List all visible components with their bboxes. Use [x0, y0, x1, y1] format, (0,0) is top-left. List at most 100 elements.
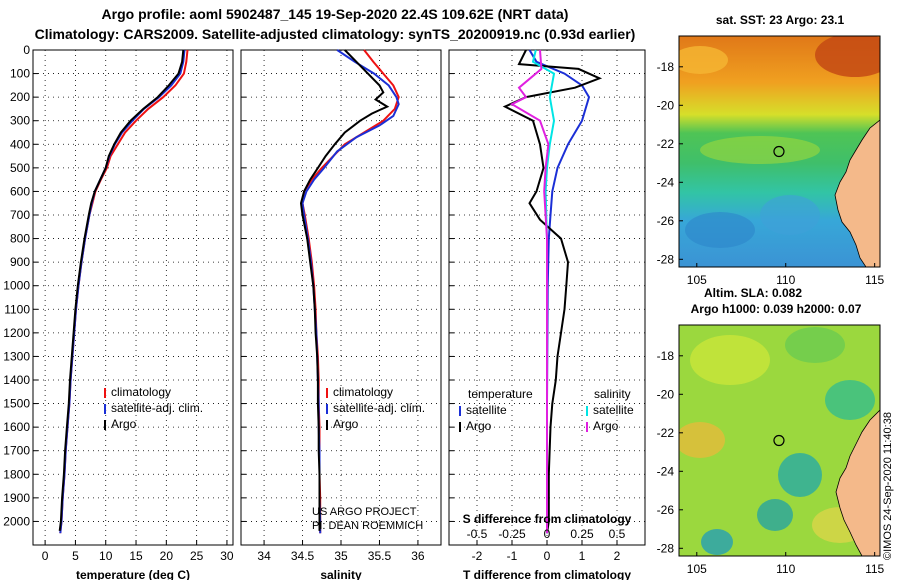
difference-xtick-label: -2 [472, 549, 483, 563]
depth-tick-label: 1600 [3, 420, 30, 434]
sst-ytick-label: -20 [657, 98, 675, 112]
sla-ytick-label: -28 [657, 541, 675, 555]
temperature-legend-label: satellite-adj. clim. [111, 401, 203, 415]
sst-cool-patch [685, 212, 755, 248]
sla-map-subtitle: Argo h1000: 0.039 h2000: 0.07 [691, 302, 862, 316]
temperature-xtick-label: 10 [99, 549, 113, 563]
sst-ytick-label: -24 [657, 175, 675, 189]
depth-tick-label: 700 [10, 208, 30, 222]
sst-xtick-label: 110 [776, 273, 795, 287]
credit-project: US ARGO PROJECT [312, 506, 417, 518]
sst-warm-patch [815, 36, 880, 77]
title-line-1: Argo profile: aoml 5902487_145 19-Sep-20… [101, 6, 569, 22]
sla-patch [690, 335, 770, 385]
salinity-diff-axis-label: S difference from climatology [463, 512, 632, 526]
sla-patch [757, 499, 793, 531]
difference-xtick-label: 0 [544, 549, 551, 563]
depth-tick-label: 0 [23, 43, 30, 57]
difference-xtick-label: 2 [614, 549, 621, 563]
sst-xtick-label: 115 [865, 273, 884, 287]
temperature-xtick-label: 30 [220, 549, 234, 563]
salinity-xtick-label: 36 [411, 549, 425, 563]
temperature-series-group [58, 49, 189, 534]
salinity-diff-tick-label: -0.25 [498, 527, 526, 541]
sst-warm-patch [679, 46, 728, 74]
salinity-series-group [299, 49, 400, 534]
diff-legend-label-right: Argo [593, 419, 619, 433]
sst-cool-patch [760, 195, 820, 235]
temperature-plot-frame [32, 49, 234, 546]
diff-legend-title-temperature: temperature [468, 387, 533, 401]
temperature-xtick-label: 5 [72, 549, 79, 563]
sla-ytick-label: -22 [657, 426, 675, 440]
sst-ytick-label: -28 [657, 252, 675, 266]
diff-legend-label-left: Argo [466, 419, 492, 433]
sla-ytick-label: -26 [657, 503, 675, 517]
salinity-diff-tick-label: -0.5 [467, 527, 488, 541]
difference-series-group [502, 49, 603, 534]
depth-tick-label: 400 [10, 137, 30, 151]
sst-map-frame [678, 35, 881, 268]
sla-patch [825, 380, 875, 420]
temperature-legend-label: climatology [111, 385, 171, 399]
series-line-argo [58, 49, 185, 532]
timestamp: ©IMOS 24-Sep-2020 11:40:38 [882, 412, 894, 560]
salinity-xlabel: salinity [320, 568, 362, 580]
temperature-xtick-label: 20 [160, 549, 174, 563]
salinity-legend-label: Argo [333, 417, 359, 431]
temperature-xtick-label: 0 [42, 549, 49, 563]
sst-xtick-label: 105 [687, 273, 707, 287]
sst-ytick-label: -22 [657, 137, 675, 151]
depth-tick-label: 1000 [3, 279, 30, 293]
depth-tick-label: 1100 [4, 302, 30, 316]
salinity-legend-label: satellite-adj. clim. [333, 401, 425, 415]
sla-ytick-label: -20 [657, 387, 675, 401]
depth-tick-label: 300 [10, 114, 30, 128]
temperature-xtick-label: 15 [129, 549, 143, 563]
salinity-diff-tick-label: 0.5 [609, 527, 626, 541]
depth-tick-label: 1300 [3, 349, 30, 363]
sst-ytick-label: -26 [657, 214, 675, 228]
salinity-diff-tick-label: 0.25 [570, 527, 594, 541]
sla-xtick-label: 115 [865, 562, 884, 576]
depth-tick-label: 600 [10, 184, 30, 198]
salinity-xtick-label: 34.5 [291, 549, 315, 563]
sla-ytick-label: -24 [657, 464, 675, 478]
title-line-2: Climatology: CARS2009. Satellite-adjuste… [34, 26, 636, 42]
sla-patch [785, 327, 845, 363]
sst-green-patch [700, 136, 820, 164]
depth-tick-label: 500 [10, 161, 30, 175]
salinity-diff-tick-label: 0 [544, 527, 551, 541]
depth-tick-label: 1700 [3, 444, 30, 458]
sla-map [678, 324, 881, 557]
series-line-argo [299, 49, 390, 531]
difference-xtick-label: -1 [507, 549, 518, 563]
depth-tick-label: 100 [10, 67, 30, 81]
sla-xtick-label: 105 [687, 562, 707, 576]
salinity-xtick-label: 34 [257, 549, 271, 563]
salinity-plot-frame [240, 49, 442, 546]
sst-coastline-land [834, 119, 880, 267]
sla-patch [679, 422, 725, 458]
depth-tick-label: 1500 [3, 397, 30, 411]
sst-map-title: sat. SST: 23 Argo: 23.1 [716, 13, 845, 27]
depth-tick-label: 2000 [3, 514, 30, 528]
sla-patch [701, 529, 733, 555]
sla-argo-marker [773, 434, 785, 447]
difference-xtick-label: 1 [579, 549, 586, 563]
sst-ytick-label: -18 [657, 60, 675, 74]
sla-patch [778, 453, 822, 497]
sla-ytick-label: -18 [657, 349, 675, 363]
difference-xlabel: T difference from climatology [463, 568, 631, 580]
diff-legend-title-salinity: salinity [594, 387, 631, 401]
temperature-xtick-label: 25 [190, 549, 204, 563]
depth-tick-label: 1900 [3, 491, 30, 505]
series-line-t-argo [502, 49, 603, 534]
diff-legend-label-left: satellite [466, 403, 507, 417]
salinity-xtick-label: 35 [334, 549, 348, 563]
sla-xtick-label: 110 [776, 562, 795, 576]
depth-tick-label: 900 [10, 255, 30, 269]
salinity-legend-label: climatology [333, 385, 393, 399]
diff-legend-label-right: satellite [593, 403, 634, 417]
